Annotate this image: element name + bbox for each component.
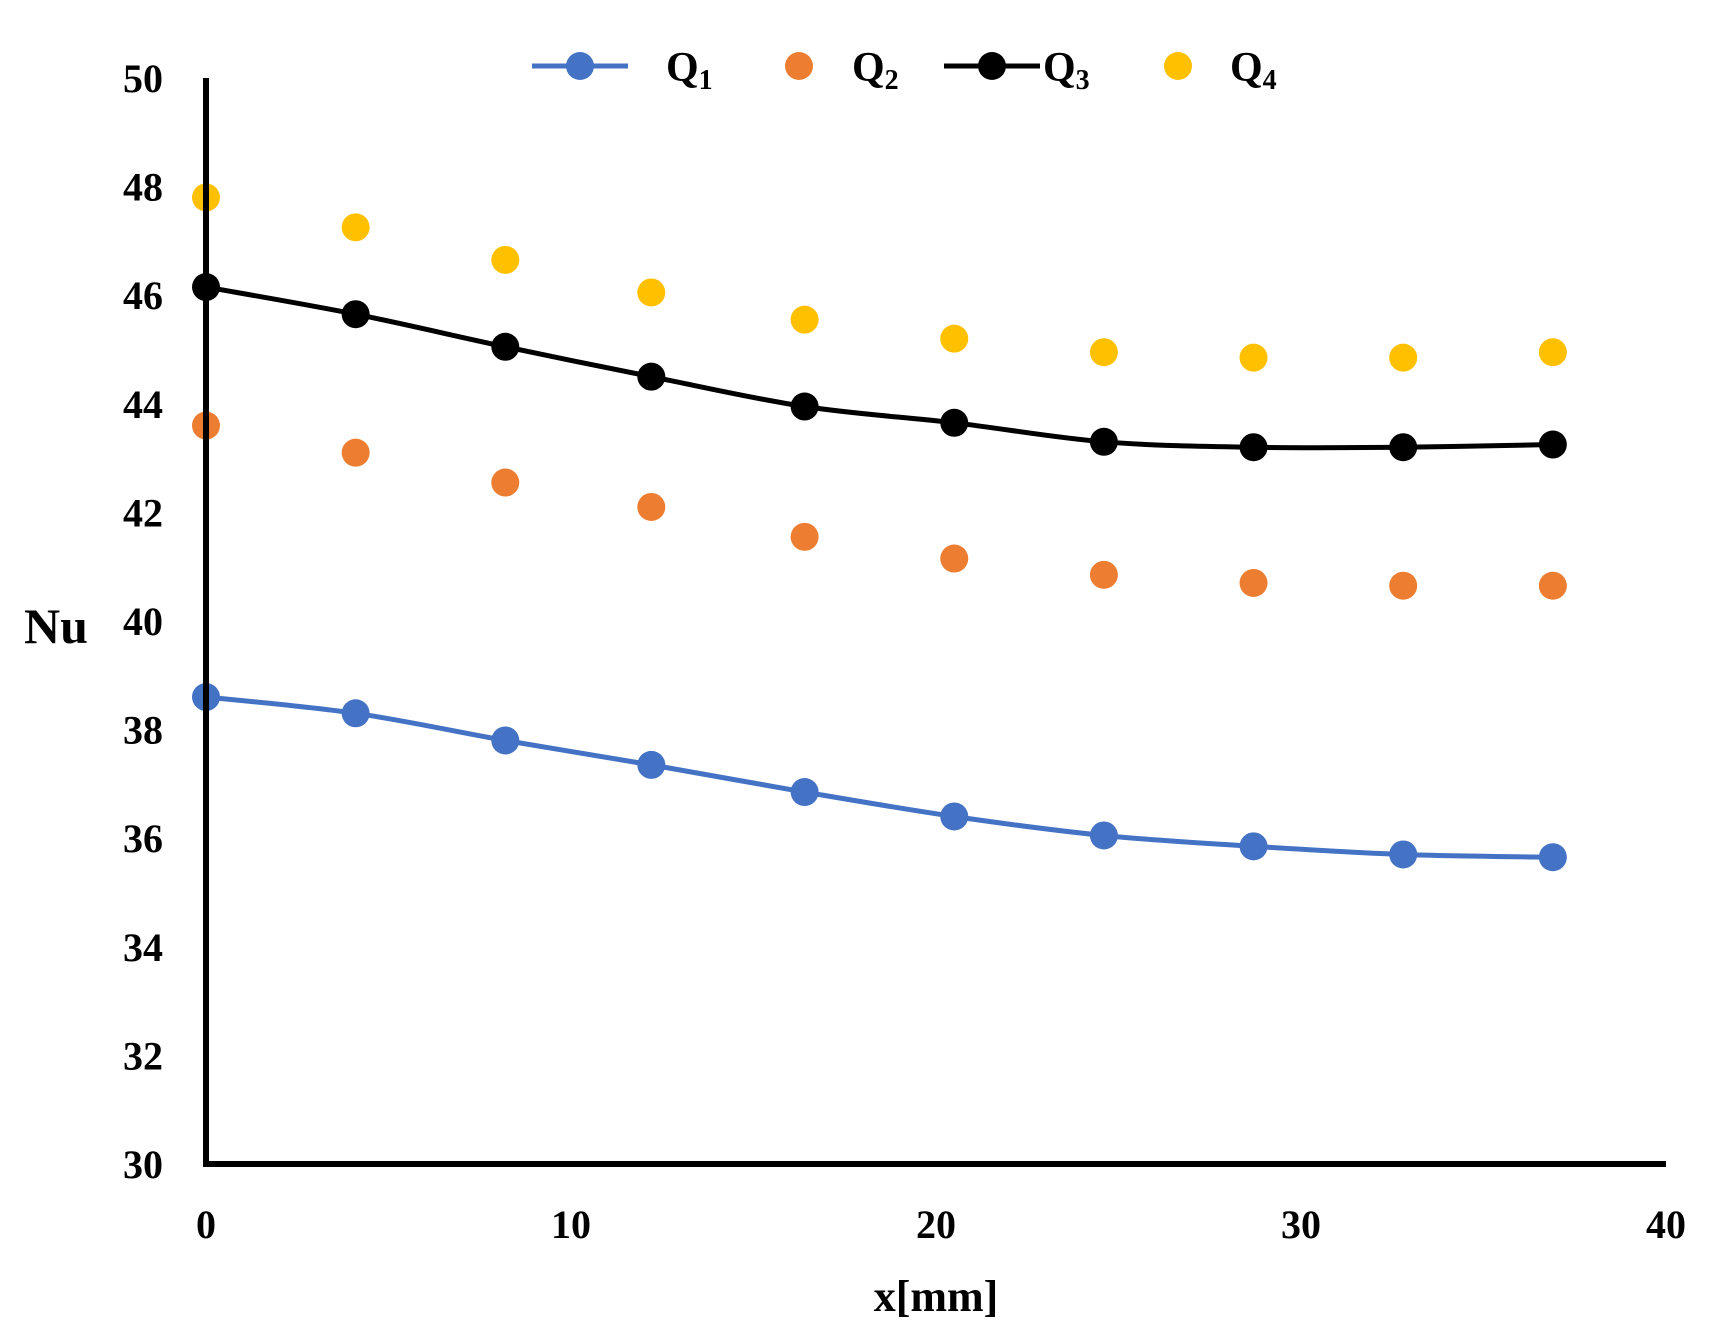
series-q2: [192, 411, 1567, 600]
data-point: [1239, 343, 1268, 372]
data-point: [1239, 832, 1268, 861]
data-point: [1089, 427, 1118, 456]
x-tick-label: 30: [1281, 1202, 1321, 1247]
data-point: [1089, 338, 1118, 367]
data-point: [491, 468, 520, 497]
data-point: [491, 245, 520, 274]
series-line: [205, 284, 1553, 451]
y-tick-label: 46: [123, 273, 163, 318]
data-point: [1538, 430, 1567, 459]
legend-marker: [566, 52, 594, 80]
y-tick-label: 30: [123, 1142, 163, 1187]
data-point: [491, 332, 520, 361]
y-axis-title: Nu: [24, 598, 88, 654]
y-tick-labels: 30 32 34 36 38 40 42 44 46 48 50: [123, 56, 163, 1187]
data-point: [637, 492, 666, 521]
data-point: [341, 213, 370, 242]
data-point: [790, 305, 819, 334]
y-tick-label: 36: [123, 816, 163, 861]
x-tick-labels: 0 10 20 30 40: [196, 1202, 1686, 1247]
data-point: [1389, 571, 1418, 600]
x-axis-title: x[mm]: [874, 1272, 999, 1321]
legend-label: Q3: [1043, 45, 1090, 96]
data-point: [1389, 343, 1418, 372]
data-point: [1089, 560, 1118, 589]
legend-item-q4: Q4: [1164, 45, 1277, 96]
data-point: [341, 300, 370, 329]
data-point: [940, 324, 969, 353]
data-point: [637, 362, 666, 391]
data-point: [637, 750, 666, 779]
legend-marker: [1164, 52, 1192, 80]
data-point: [940, 544, 969, 573]
legend-label: Q4: [1230, 45, 1277, 96]
legend-label: Q1: [666, 45, 713, 96]
data-point: [1538, 843, 1567, 872]
y-tick-label: 40: [123, 599, 163, 644]
legend: Q1 Q2 Q3 Q4: [532, 45, 1277, 96]
y-tick-label: 48: [123, 165, 163, 210]
legend-item-q3: Q3: [944, 45, 1090, 96]
data-point: [790, 392, 819, 421]
data-point: [940, 802, 969, 831]
x-tick-label: 0: [196, 1202, 216, 1247]
y-tick-label: 44: [123, 382, 163, 427]
data-point: [491, 726, 520, 755]
x-tick-label: 20: [916, 1202, 956, 1247]
y-tick-label: 50: [123, 56, 163, 101]
legend-marker: [785, 52, 813, 80]
data-point: [790, 778, 819, 807]
data-point: [1239, 433, 1268, 462]
data-point: [1089, 821, 1118, 850]
data-point: [637, 278, 666, 307]
y-tick-label: 38: [123, 708, 163, 753]
y-tick-label: 34: [123, 925, 163, 970]
data-point: [1239, 568, 1268, 597]
series-q3: [192, 273, 1567, 462]
data-point: [1538, 338, 1567, 367]
data-point: [1538, 571, 1567, 600]
data-point: [1389, 840, 1418, 869]
y-tick-label: 32: [123, 1033, 163, 1078]
data-point: [1389, 433, 1418, 462]
series-q4: [192, 183, 1567, 372]
series-line: [205, 694, 1553, 860]
x-tick-label: 10: [551, 1202, 591, 1247]
series-q1: [192, 683, 1567, 872]
legend-marker: [978, 52, 1006, 80]
series-layer: [192, 183, 1567, 872]
legend-item-q2: Q2: [785, 45, 899, 96]
data-point: [940, 408, 969, 437]
data-point: [790, 522, 819, 551]
data-point: [341, 438, 370, 467]
data-point: [341, 699, 370, 728]
y-tick-label: 42: [123, 490, 163, 535]
legend-label: Q2: [852, 45, 899, 96]
x-tick-label: 40: [1646, 1202, 1686, 1247]
legend-item-q1: Q1: [532, 45, 713, 96]
